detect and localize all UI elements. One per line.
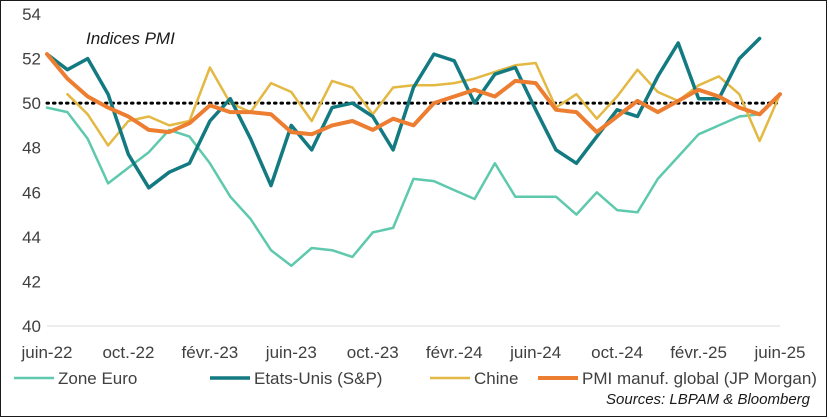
x-tick-label: févr.-24 [426,343,483,362]
y-axis-ticks: 40 42 44 46 48 50 52 54 [22,5,780,336]
x-tick-label: juin-23 [265,343,317,362]
legend-label: Chine [474,369,518,388]
y-tick-label: 54 [22,5,41,24]
x-tick-label: oct.-23 [347,343,399,362]
x-tick-label: juin-25 [753,343,805,362]
chart-source: Sources: LBPAM & Bloomberg [606,391,811,408]
x-tick-label: juin-22 [20,343,72,362]
legend-label: Etats-Unis (S&P) [254,369,382,388]
legend: Zone Euro Etats-Unis (S&P) Chine PMI manuf.… [14,369,817,388]
y-tick-label: 46 [22,183,41,202]
x-tick-label: oct.-22 [102,343,154,362]
series-line-pmi-manuf-global-jp-morgan [45,52,782,137]
series-line-chine [66,61,782,147]
chart-title: Indices PMI [86,29,175,48]
series-line-etats-unis-s-p [45,36,762,190]
x-tick-label: juin-24 [509,343,561,362]
y-tick-label: 52 [22,50,41,69]
y-tick-label: 48 [22,139,41,158]
x-tick-label: févr.-23 [182,343,239,362]
y-tick-label: 44 [22,228,41,247]
series-layer [45,36,782,268]
x-axis-ticks: juin-22 oct.-22 févr.-23 juin-23 oct.-23 févr… [20,343,805,362]
x-tick-label: oct.-24 [591,343,643,362]
x-tick-label: févr.-25 [670,343,727,362]
legend-label: PMI manuf. global (JP Morgan) [582,369,817,388]
y-tick-label: 50 [22,94,41,113]
y-tick-label: 42 [22,272,41,291]
legend-label: Zone Euro [58,369,137,388]
y-tick-label: 40 [22,317,41,336]
